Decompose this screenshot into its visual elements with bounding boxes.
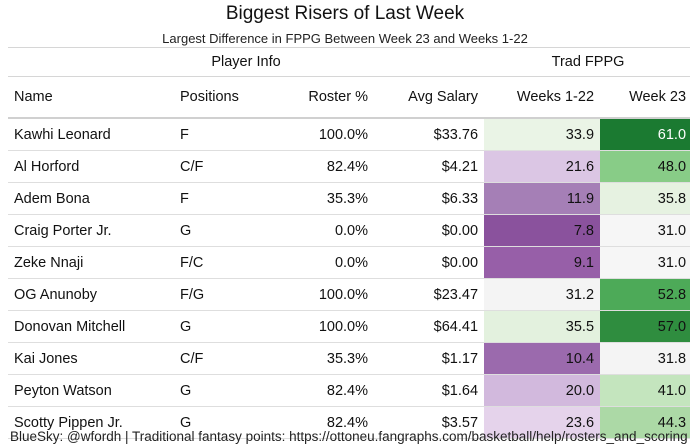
cell-salary: $6.33: [374, 182, 485, 215]
table-row: Al Horford C/F 82.4% $4.21 21.6 48.0: [8, 150, 690, 183]
table-row: OG Anunoby F/G 100.0% $23.47 31.2 52.8: [8, 278, 690, 311]
cell-positions: C/F: [174, 342, 258, 375]
cell-positions: F/C: [174, 246, 258, 279]
cell-name: Adem Bona: [8, 182, 174, 215]
cell-name: Kawhi Leonard: [8, 118, 174, 151]
cell-name: Zeke Nnaji: [8, 246, 174, 279]
cell-weeks-1-22: 7.8: [484, 214, 601, 247]
cell-roster: 82.4%: [258, 150, 374, 183]
cell-weeks-1-22: 20.0: [484, 374, 601, 407]
table-row: Adem Bona F 35.3% $6.33 11.9 35.8: [8, 182, 690, 215]
cell-name: Peyton Watson: [8, 374, 174, 407]
cell-weeks-1-22: 9.1: [484, 246, 601, 279]
group-player-info: Player Info: [8, 47, 485, 77]
cell-roster: 82.4%: [258, 406, 374, 439]
cell-week-23: 52.8: [600, 278, 690, 311]
cell-positions: G: [174, 310, 258, 343]
cell-salary: $33.76: [374, 118, 485, 151]
cell-positions: G: [174, 374, 258, 407]
table-row: Zeke Nnaji F/C 0.0% $0.00 9.1 31.0: [8, 246, 690, 279]
cell-roster: 35.3%: [258, 182, 374, 215]
cell-week-23: 31.0: [600, 246, 690, 279]
table-row: Kawhi Leonard F 100.0% $33.76 33.9 61.0: [8, 118, 690, 151]
cell-salary: $1.64: [374, 374, 485, 407]
cell-week-23: 35.8: [600, 182, 690, 215]
cell-weeks-1-22: 33.9: [484, 118, 601, 151]
cell-salary: $4.21: [374, 150, 485, 183]
cell-week-23: 57.0: [600, 310, 690, 343]
cell-name: OG Anunoby: [8, 278, 174, 311]
cell-week-23: 41.0: [600, 374, 690, 407]
cell-weeks-1-22: 31.2: [484, 278, 601, 311]
cell-week-23: 61.0: [600, 118, 690, 151]
cell-roster: 0.0%: [258, 214, 374, 247]
cell-name: Scotty Pippen Jr.: [8, 406, 174, 439]
cell-roster: 0.0%: [258, 246, 374, 279]
cell-positions: F: [174, 182, 258, 215]
col-header-roster: Roster %: [258, 76, 374, 119]
cell-weeks-1-22: 23.6: [484, 406, 601, 439]
table-body: Kawhi Leonard F 100.0% $33.76 33.9 61.0 Al Hor…: [8, 118, 690, 439]
table-title: Biggest Risers of Last Week: [225, 3, 465, 24]
cell-roster: 35.3%: [258, 342, 374, 375]
cell-positions: G: [174, 406, 258, 439]
table-row: Donovan Mitchell G 100.0% $64.41 35.5 57.0: [8, 310, 690, 343]
cell-week-23: 44.3: [600, 406, 690, 439]
cell-salary: $64.41: [374, 310, 485, 343]
cell-week-23: 31.8: [600, 342, 690, 375]
table-row: Kai Jones C/F 35.3% $1.17 10.4 31.8: [8, 342, 690, 375]
cell-name: Kai Jones: [8, 342, 174, 375]
table-subtitle: Largest Difference in FPPG Between Week …: [162, 31, 528, 46]
cell-salary: $23.47: [374, 278, 485, 311]
cell-name: Al Horford: [8, 150, 174, 183]
cell-name: Craig Porter Jr.: [8, 214, 174, 247]
table-row: Scotty Pippen Jr. G 82.4% $3.57 23.6 44.3: [8, 406, 690, 439]
cell-weeks-1-22: 10.4: [484, 342, 601, 375]
cell-salary: $3.57: [374, 406, 485, 439]
cell-positions: F/G: [174, 278, 258, 311]
cell-roster: 100.0%: [258, 118, 374, 151]
risers-table: Player Info Trad FPPG Name Positions Ros…: [8, 47, 690, 439]
col-header-week-23: Week 23: [600, 76, 690, 119]
cell-roster: 100.0%: [258, 310, 374, 343]
cell-salary: $0.00: [374, 214, 485, 247]
cell-positions: C/F: [174, 150, 258, 183]
cell-weeks-1-22: 21.6: [484, 150, 601, 183]
group-trad-fppg: Trad FPPG: [484, 47, 690, 77]
cell-positions: G: [174, 214, 258, 247]
cell-salary: $1.17: [374, 342, 485, 375]
cell-weeks-1-22: 11.9: [484, 182, 601, 215]
footer-caption: BlueSky: @wfordh | Traditional fantasy p…: [10, 429, 688, 444]
cell-roster: 82.4%: [258, 374, 374, 407]
col-header-salary: Avg Salary: [374, 76, 485, 119]
cell-positions: F: [174, 118, 258, 151]
col-header-weeks-1-22: Weeks 1-22: [484, 76, 601, 119]
cell-roster: 100.0%: [258, 278, 374, 311]
col-header-positions: Positions: [174, 76, 258, 119]
cell-name: Donovan Mitchell: [8, 310, 174, 343]
cell-salary: $0.00: [374, 246, 485, 279]
table-row: Craig Porter Jr. G 0.0% $0.00 7.8 31.0: [8, 214, 690, 247]
column-header-row: Name Positions Roster % Avg Salary Weeks…: [8, 76, 690, 119]
cell-week-23: 48.0: [600, 150, 690, 183]
col-header-name: Name: [8, 76, 174, 119]
table-row: Peyton Watson G 82.4% $1.64 20.0 41.0: [8, 374, 690, 407]
cell-weeks-1-22: 35.5: [484, 310, 601, 343]
group-header-row: Player Info Trad FPPG: [8, 47, 690, 77]
cell-week-23: 31.0: [600, 214, 690, 247]
